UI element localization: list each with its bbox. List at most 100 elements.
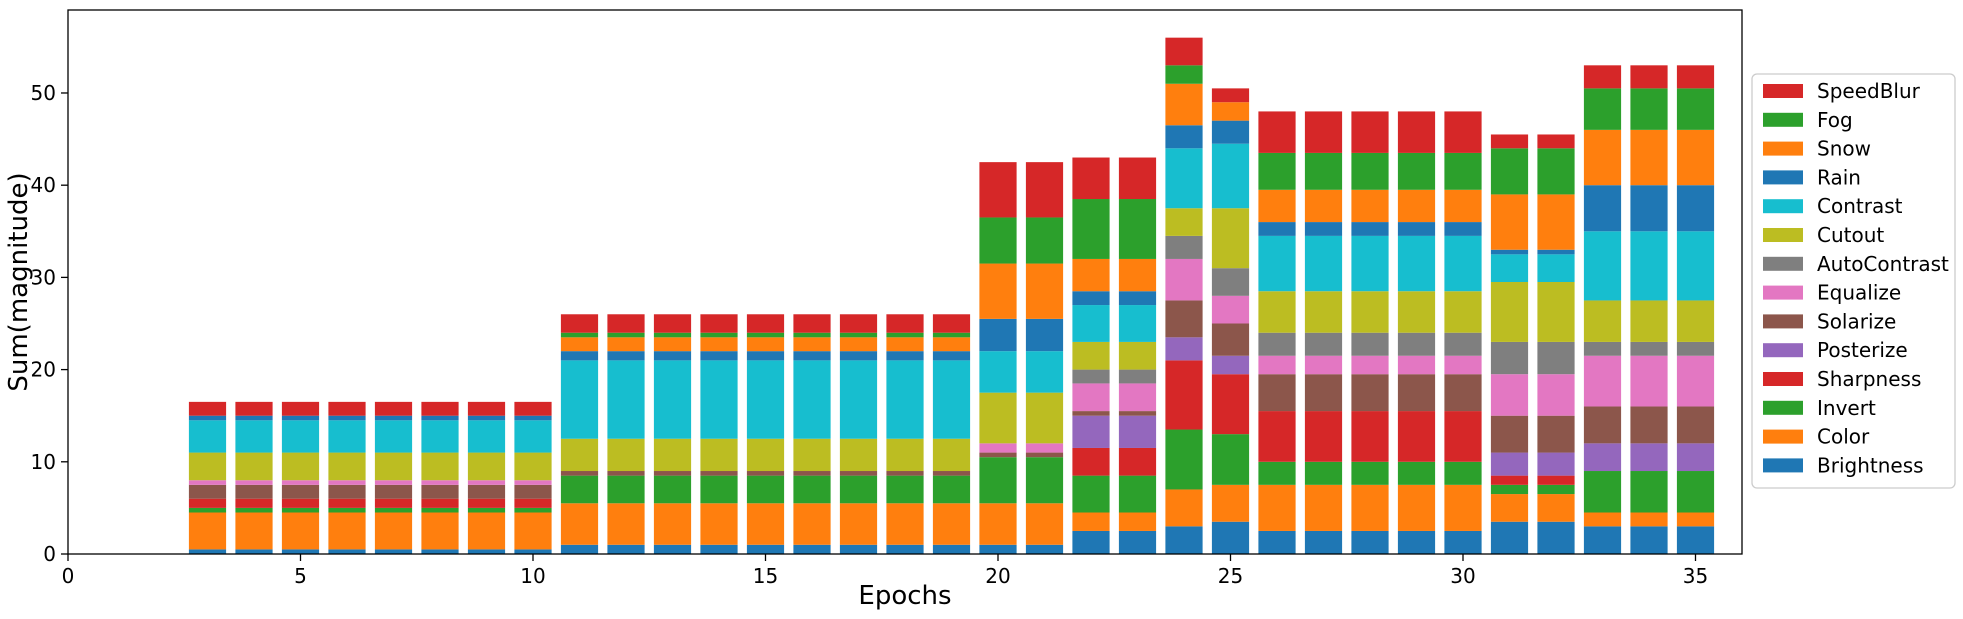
bar-segment-brightness-epoch-17 — [839, 544, 878, 554]
legend-label-color: Color — [1817, 425, 1870, 449]
x-tick-label: 30 — [1450, 564, 1475, 588]
bar-segment-cutout-epoch-29 — [1397, 291, 1436, 333]
bar-segment-brightness-epoch-20 — [979, 544, 1017, 554]
bar-segment-solarize-epoch-27 — [1304, 374, 1343, 412]
bar-segment-invert-epoch-5 — [281, 507, 320, 513]
y-axis: 0 10 20 30 40 50 — [31, 81, 68, 566]
bar-segment-fog-epoch-17 — [839, 332, 878, 338]
bar-segment-snow-epoch-27 — [1304, 189, 1343, 223]
bar-segment-autocontrast-epoch-30 — [1444, 332, 1482, 356]
bar-segment-contrast-epoch-23 — [1118, 305, 1157, 342]
bar-segment-solarize-epoch-3 — [188, 484, 227, 499]
bar-segment-equalize-epoch-35 — [1676, 355, 1715, 407]
bar-segment-brightness-epoch-32 — [1537, 521, 1575, 554]
bar-segment-rain-epoch-25 — [1211, 120, 1250, 144]
bar-segment-color-epoch-28 — [1351, 484, 1389, 531]
bar-segment-contrast-epoch-26 — [1258, 235, 1296, 292]
bar-segment-speedblur-epoch-9 — [467, 401, 506, 416]
legend-label-sharpness: Sharpness — [1817, 367, 1921, 391]
bar-segment-sharpness-epoch-27 — [1304, 411, 1343, 462]
bar-segment-brightness-epoch-3 — [188, 549, 227, 554]
bar-segment-brightness-epoch-11 — [560, 544, 599, 554]
bar-segment-contrast-epoch-8 — [421, 420, 459, 453]
bar-segment-snow-epoch-19 — [932, 337, 971, 352]
bar-segment-speedblur-epoch-7 — [374, 401, 413, 416]
bar-segment-cutout-epoch-24 — [1165, 208, 1203, 236]
bar-segment-contrast-epoch-14 — [700, 360, 738, 439]
bar-segment-color-epoch-25 — [1211, 484, 1250, 522]
bar-segment-rain-epoch-5 — [281, 415, 320, 421]
bar-segment-speedblur-epoch-24 — [1165, 37, 1203, 66]
bar-segment-posterize-epoch-24 — [1165, 337, 1203, 361]
bar-segment-speedblur-epoch-4 — [235, 401, 273, 416]
bar-segment-snow-epoch-28 — [1351, 189, 1389, 223]
bar-segment-solarize-epoch-15 — [746, 471, 785, 476]
bar-segment-sharpness-epoch-29 — [1397, 411, 1436, 462]
bar-segment-autocontrast-epoch-26 — [1258, 332, 1296, 356]
bar-segment-snow-epoch-29 — [1397, 189, 1436, 223]
bar-segment-autocontrast-epoch-32 — [1537, 341, 1575, 375]
bar-segment-autocontrast-epoch-33 — [1583, 341, 1622, 356]
bar-segment-color-epoch-8 — [421, 512, 459, 550]
bar-segment-speedblur-epoch-5 — [281, 401, 320, 416]
bar-segment-cutout-epoch-6 — [328, 452, 366, 481]
bar-segment-invert-epoch-24 — [1165, 429, 1203, 490]
bar-segment-equalize-epoch-28 — [1351, 355, 1389, 375]
bar-segment-snow-epoch-25 — [1211, 102, 1250, 121]
legend-label-autocontrast: AutoContrast — [1817, 252, 1949, 276]
legend-label-invert: Invert — [1817, 396, 1876, 420]
bar-segment-cutout-epoch-16 — [793, 438, 831, 472]
bar-segment-solarize-epoch-19 — [932, 471, 971, 476]
bar-segment-cutout-epoch-30 — [1444, 291, 1482, 333]
bar-segment-cutout-epoch-10 — [514, 452, 552, 481]
bar-segment-invert-epoch-14 — [700, 475, 738, 504]
x-tick-label: 0 — [62, 564, 75, 588]
legend-swatch-invert — [1763, 400, 1803, 415]
bar-segment-invert-epoch-20 — [979, 457, 1017, 504]
bar-segment-cutout-epoch-4 — [235, 452, 273, 481]
legend-label-fog: Fog — [1817, 108, 1853, 132]
bar-segment-color-epoch-22 — [1072, 512, 1110, 531]
bar-segment-cutout-epoch-31 — [1490, 282, 1529, 342]
bar-segment-autocontrast-epoch-22 — [1072, 369, 1110, 384]
bar-segment-sharpness-epoch-25 — [1211, 374, 1250, 435]
bar-segment-speedblur-epoch-10 — [514, 401, 552, 416]
bar-segment-cutout-epoch-7 — [374, 452, 413, 481]
bar-segment-speedblur-epoch-6 — [328, 401, 366, 416]
bar-segment-contrast-epoch-32 — [1537, 254, 1575, 282]
bar-segment-brightness-epoch-9 — [467, 549, 506, 554]
bar-segment-fog-epoch-26 — [1258, 152, 1296, 190]
x-tick-label: 15 — [753, 564, 778, 588]
bar-segment-brightness-epoch-7 — [374, 549, 413, 554]
bar-segment-speedblur-epoch-17 — [839, 314, 878, 333]
bar-segment-fog-epoch-22 — [1072, 199, 1110, 259]
bar-segment-solarize-epoch-17 — [839, 471, 878, 476]
x-tick-label: 5 — [294, 564, 307, 588]
bar-segment-brightness-epoch-14 — [700, 544, 738, 554]
bar-segment-speedblur-epoch-11 — [560, 314, 599, 333]
bar-segment-cutout-epoch-33 — [1583, 300, 1622, 342]
bar-segment-cutout-epoch-20 — [979, 392, 1017, 444]
bar-segment-equalize-epoch-7 — [374, 480, 413, 485]
bar-segment-cutout-epoch-12 — [607, 438, 645, 472]
bar-segment-contrast-epoch-18 — [886, 360, 924, 439]
bar-segment-autocontrast-epoch-23 — [1118, 369, 1157, 384]
bar-segment-speedblur-epoch-22 — [1072, 157, 1110, 200]
bar-segment-equalize-epoch-6 — [328, 480, 366, 485]
bar-segment-autocontrast-epoch-35 — [1676, 341, 1715, 356]
bar-segment-rain-epoch-17 — [839, 351, 878, 361]
bar-segment-color-epoch-26 — [1258, 484, 1296, 531]
bar-segment-speedblur-epoch-29 — [1397, 111, 1436, 153]
bar-segment-sharpness-epoch-26 — [1258, 411, 1296, 462]
bar-segment-rain-epoch-22 — [1072, 291, 1110, 306]
bar-segment-brightness-epoch-13 — [653, 544, 692, 554]
bar-segment-solarize-epoch-34 — [1630, 406, 1668, 444]
bar-segment-snow-epoch-24 — [1165, 83, 1203, 126]
bar-segment-contrast-epoch-34 — [1630, 231, 1668, 301]
bar-segment-rain-epoch-34 — [1630, 185, 1668, 232]
legend-label-snow: Snow — [1817, 137, 1871, 161]
bar-segment-cutout-epoch-27 — [1304, 291, 1343, 333]
bar-segment-equalize-epoch-4 — [235, 480, 273, 485]
bar-segment-solarize-epoch-29 — [1397, 374, 1436, 412]
